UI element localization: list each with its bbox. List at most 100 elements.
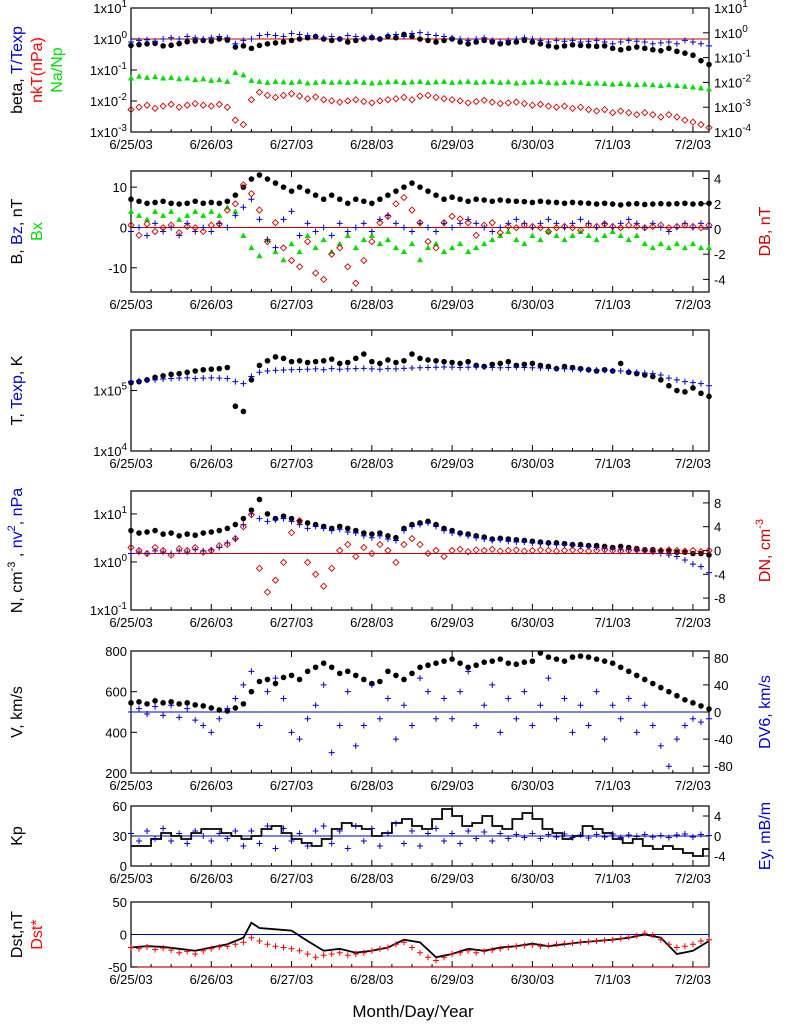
data-point — [666, 201, 672, 207]
x-tick-label: 6/25/03 — [109, 137, 152, 152]
data-point — [497, 197, 504, 203]
data-point — [641, 930, 648, 937]
data-point — [176, 714, 183, 721]
data-point — [360, 532, 367, 539]
data-point — [255, 206, 264, 214]
data-point — [168, 208, 175, 214]
data-point — [136, 838, 143, 844]
x-tick-label: 6/30/03 — [511, 137, 554, 152]
data-point — [488, 98, 496, 106]
data-point — [232, 212, 239, 219]
data-point — [641, 224, 648, 231]
data-point — [521, 364, 528, 371]
data-point — [577, 42, 584, 49]
data-point — [232, 40, 239, 47]
data-point — [320, 582, 328, 590]
data-point — [175, 103, 183, 111]
data-point — [361, 351, 367, 357]
data-point — [697, 548, 705, 556]
data-point — [553, 79, 560, 86]
data-point — [256, 216, 263, 223]
data-point — [304, 32, 311, 39]
data-point — [224, 835, 231, 842]
data-point — [392, 820, 399, 827]
data-point — [568, 224, 577, 232]
data-point — [473, 244, 480, 251]
data-point — [561, 940, 568, 947]
data-point — [576, 226, 585, 234]
data-point — [673, 944, 680, 951]
panel-beta: 6/25/03 6/26/03 6/27/03 6/28/03 6/29/03 6/30/… — [9, 0, 752, 152]
data-point — [352, 244, 359, 251]
data-point — [279, 244, 288, 252]
data-point — [457, 196, 463, 203]
data-point — [560, 102, 569, 110]
data-point — [537, 943, 544, 950]
data-point — [328, 79, 335, 85]
data-point — [296, 357, 303, 364]
data-point — [409, 33, 415, 40]
data-point — [545, 540, 552, 547]
data-point — [384, 546, 392, 555]
data-point — [408, 365, 415, 372]
data-point — [216, 707, 223, 713]
data-point — [312, 79, 319, 85]
x-tick-label: 6/30/03 — [511, 778, 554, 793]
data-point — [473, 662, 479, 669]
data-point — [441, 78, 448, 84]
data-point — [681, 722, 688, 729]
data-point — [288, 729, 295, 736]
data-point — [248, 373, 255, 380]
right-y-axis-label: DV6, km/s — [757, 675, 774, 749]
data-point — [465, 532, 472, 539]
data-point — [184, 374, 191, 381]
data-point — [641, 831, 648, 838]
data-point — [706, 715, 712, 722]
data-point — [320, 34, 327, 41]
data-point — [224, 364, 231, 371]
data-point — [705, 221, 713, 229]
data-point — [344, 97, 352, 105]
data-point — [376, 79, 383, 85]
data-point — [144, 200, 150, 207]
data-point — [521, 659, 528, 665]
data-point — [569, 232, 576, 239]
data-point — [369, 531, 375, 537]
y-axis-label: beta, T/Texp — [9, 26, 26, 114]
data-point — [537, 540, 544, 547]
right-y-tick-label: -4 — [714, 272, 726, 287]
data-point — [223, 206, 231, 214]
data-point — [617, 547, 625, 555]
data-point — [441, 527, 448, 534]
data-point — [168, 699, 174, 705]
data-point — [625, 201, 632, 207]
data-point — [545, 831, 552, 838]
data-point — [465, 664, 471, 671]
data-point — [288, 79, 295, 85]
data-point — [449, 359, 455, 366]
data-point — [192, 828, 199, 834]
data-point — [601, 105, 609, 114]
data-point — [682, 697, 688, 703]
data-point — [481, 197, 488, 203]
data-point — [457, 660, 463, 666]
data-point — [609, 40, 616, 47]
data-point — [224, 34, 231, 41]
data-point — [633, 833, 640, 840]
data-point — [529, 39, 536, 45]
data-point — [216, 544, 223, 551]
data-point — [449, 194, 455, 201]
data-point — [385, 192, 391, 198]
data-point — [673, 40, 680, 47]
data-point — [352, 365, 359, 372]
data-point — [352, 552, 360, 561]
data-point — [128, 39, 134, 46]
data-point — [263, 588, 272, 596]
data-point — [136, 198, 142, 205]
data-point — [401, 357, 407, 364]
data-point — [657, 113, 665, 121]
data-point — [208, 208, 215, 214]
data-point — [545, 654, 552, 660]
data-point — [408, 228, 415, 235]
data-point — [625, 832, 632, 838]
